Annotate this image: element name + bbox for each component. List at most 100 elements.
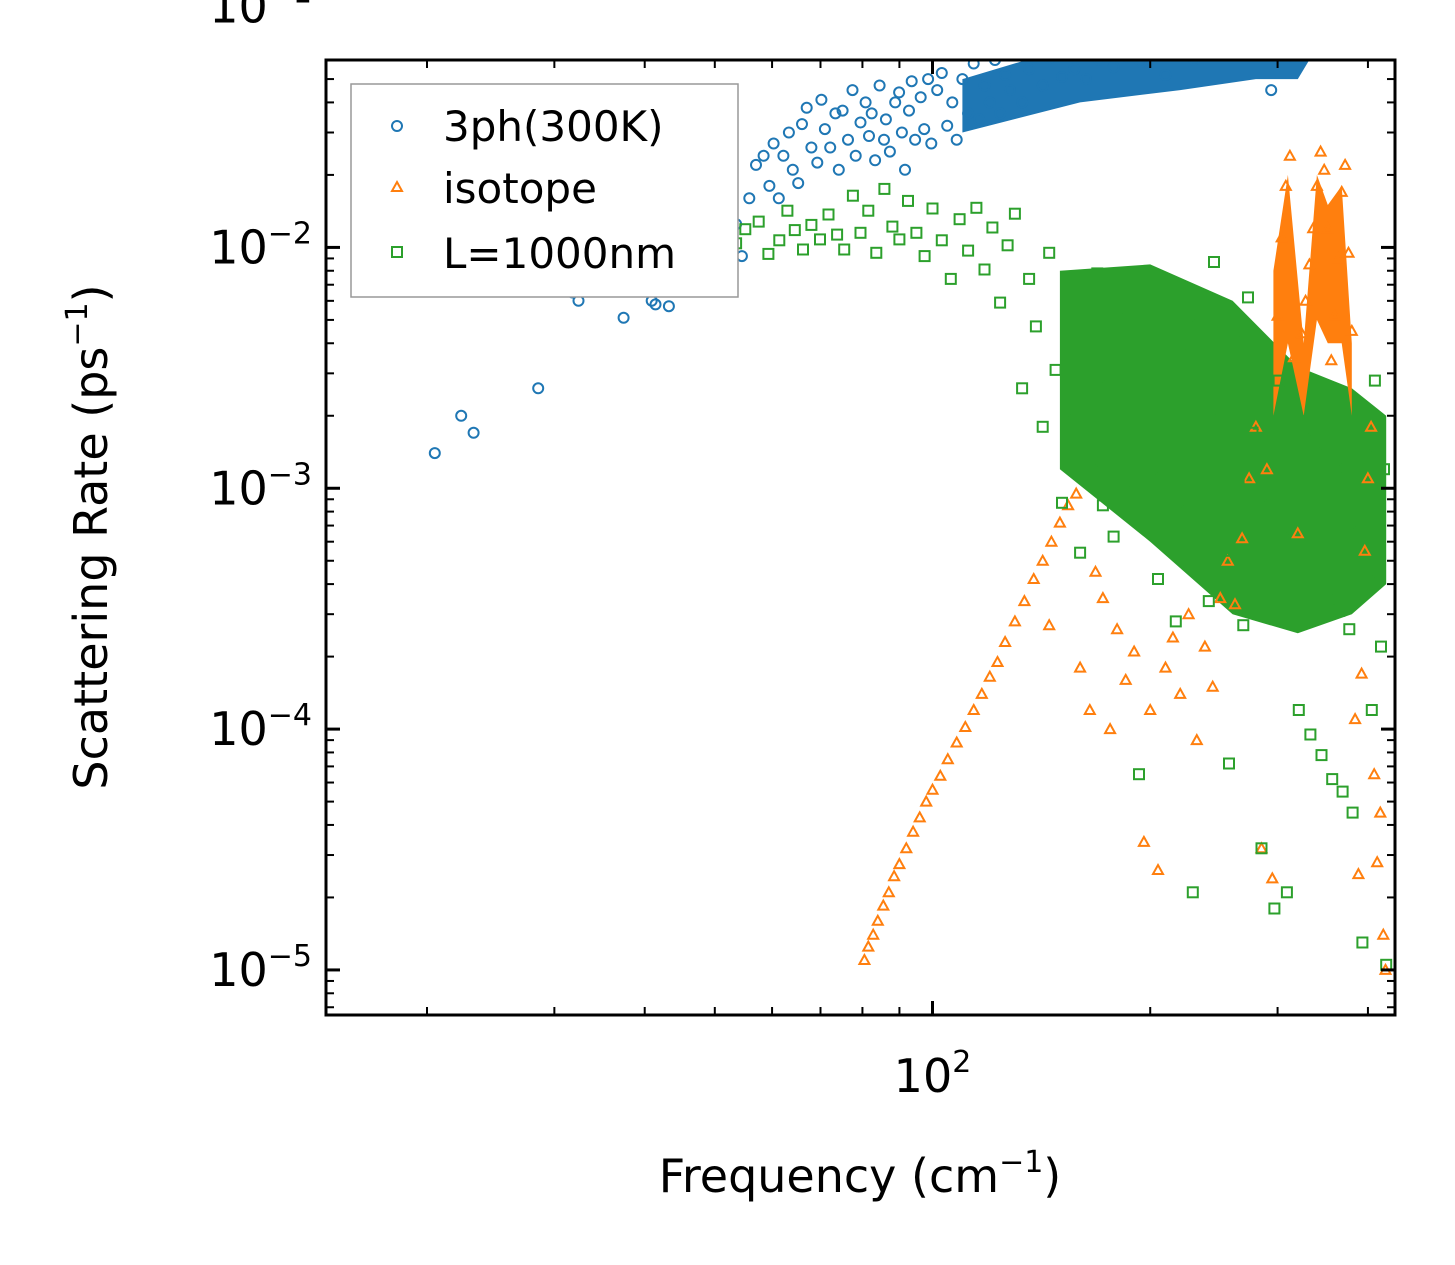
point-3ph-300k — [532, 382, 545, 395]
point-l-1000nm — [1119, 484, 1132, 497]
point-isotope — [1069, 486, 1083, 499]
point-isotope — [1354, 666, 1369, 679]
point-l-1000nm — [1068, 404, 1081, 417]
point-l-1000nm — [1001, 239, 1014, 252]
point-3ph-300k — [935, 67, 948, 79]
point-3ph-300k — [455, 409, 468, 422]
point-l-1000nm — [1112, 303, 1125, 316]
point-isotope — [1206, 679, 1220, 692]
point-isotope — [1351, 867, 1366, 880]
point-l-1000nm — [1242, 291, 1254, 304]
point-l-1000nm — [1049, 363, 1062, 376]
point-isotope — [1008, 614, 1022, 627]
point-l-1000nm — [1074, 546, 1087, 559]
point-isotope — [1143, 702, 1157, 715]
point-isotope — [1044, 534, 1059, 547]
point-l-1000nm — [1107, 530, 1120, 543]
point-3ph-300k — [863, 130, 875, 142]
point-isotope — [1042, 618, 1056, 631]
point-l-1000nm — [739, 223, 752, 236]
point-l-1000nm — [1202, 595, 1215, 608]
point-isotope — [1287, 350, 1301, 363]
point-isotope — [906, 824, 920, 837]
point-isotope — [1158, 660, 1173, 673]
point-isotope — [1096, 591, 1110, 604]
point-l-1000nm — [1346, 806, 1359, 819]
point-l-1000nm — [1378, 463, 1390, 476]
point-l-1000nm — [893, 233, 906, 246]
point-3ph-300k — [786, 163, 799, 176]
point-isotope — [1345, 323, 1359, 336]
y-tick-label: 10−4 — [209, 698, 312, 756]
point-l-1000nm — [1246, 426, 1259, 439]
point-isotope — [1364, 419, 1378, 432]
point-3ph-300k — [1122, 60, 1133, 63]
point-isotope — [950, 735, 964, 748]
point-3ph-300k — [1287, 60, 1298, 63]
point-3ph-300k — [950, 133, 963, 146]
point-3ph-300k — [792, 177, 805, 190]
point-l-1000nm — [886, 220, 899, 233]
point-l-1000nm — [878, 182, 891, 195]
legend-label-l1000nm: L=1000nm — [443, 229, 676, 278]
point-isotope — [1306, 221, 1320, 234]
point-l-1000nm — [1319, 447, 1332, 460]
point-isotope — [998, 634, 1012, 647]
point-l-1000nm — [870, 246, 883, 259]
point-3ph-300k — [967, 60, 980, 70]
point-l-1000nm — [1227, 324, 1240, 337]
point-l-1000nm — [1296, 415, 1309, 428]
point-l-1000nm — [1349, 420, 1362, 433]
point-isotope — [925, 782, 940, 795]
point-l-1000nm — [1091, 267, 1104, 280]
tick-labels: 10−1 10−2 10−3 10−4 10−5 102 — [209, 0, 971, 1103]
point-l-1000nm — [1023, 272, 1036, 285]
point-l-1000nm — [1186, 886, 1199, 899]
point-l-1000nm — [1223, 757, 1235, 770]
point-isotope — [1088, 564, 1103, 577]
point-3ph-300k — [893, 86, 906, 99]
legend-triangle-marker — [390, 179, 404, 192]
point-isotope — [1083, 702, 1097, 715]
point-l-1000nm — [822, 208, 835, 221]
point-l-1000nm — [805, 218, 818, 231]
point-isotope — [913, 810, 927, 823]
legend-label-3ph: 3ph(300K) — [443, 102, 663, 151]
point-3ph-300k — [879, 113, 892, 126]
point-3ph-300k — [846, 84, 859, 97]
point-isotope — [1302, 257, 1317, 270]
point-l-1000nm — [918, 250, 931, 263]
point-isotope — [1270, 308, 1285, 321]
x-tick-label: 102 — [894, 1045, 972, 1103]
point-l-1000nm — [1133, 768, 1145, 781]
point-3ph-300k — [883, 145, 896, 158]
point-3ph-300k — [767, 137, 780, 150]
point-3ph-300k — [782, 126, 795, 139]
point-3ph-300k — [914, 91, 927, 104]
point-3ph-300k — [1016, 96, 1029, 109]
point-isotope — [1279, 178, 1293, 191]
point-l-1000nm — [970, 201, 983, 214]
point-l-1000nm — [1169, 615, 1182, 628]
point-isotope — [876, 898, 890, 911]
point-l-1000nm — [1126, 354, 1139, 367]
point-3ph-300k — [941, 119, 954, 132]
point-l-1000nm — [1372, 499, 1384, 512]
point-3ph-300k — [873, 79, 886, 92]
point-l-1000nm — [1096, 499, 1109, 512]
point-l-1000nm — [1213, 404, 1226, 417]
point-l-1000nm — [902, 194, 914, 207]
point-l-1000nm — [953, 213, 966, 226]
point-3ph-300k — [983, 96, 996, 109]
point-l-1000nm — [1029, 320, 1042, 333]
point-l-1000nm — [862, 204, 875, 217]
point-l-1000nm — [1145, 472, 1158, 485]
point-isotope — [866, 927, 880, 940]
point-3ph-300k — [1056, 71, 1068, 83]
point-l-1000nm — [1308, 433, 1321, 446]
point-isotope — [1338, 157, 1352, 170]
point-l-1000nm — [1343, 623, 1356, 636]
point-isotope — [1370, 855, 1384, 868]
point-3ph-300k — [1023, 63, 1036, 76]
